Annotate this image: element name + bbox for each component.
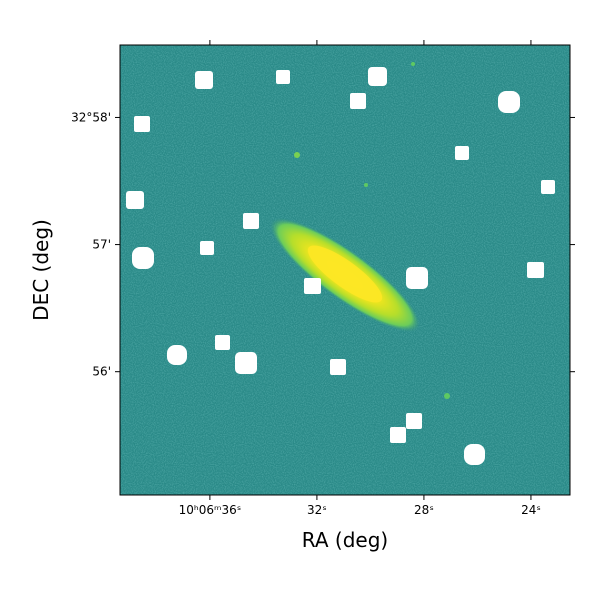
x-axis-label: RA (deg) [302, 528, 388, 552]
image [120, 45, 570, 495]
x-tick-label: 28ˢ [414, 503, 434, 517]
y-tick-label: 32°58' [71, 110, 111, 124]
plot-frame [119, 44, 571, 496]
y-tick-label: 56' [92, 365, 111, 379]
x-tick-label: 24ˢ [521, 503, 541, 517]
y-tick-label: 57' [92, 238, 111, 252]
x-tick-label: 32ˢ [307, 503, 327, 517]
x-tick-label: 10ʰ06ᵐ36ˢ [179, 503, 242, 517]
y-axis-label: DEC (deg) [29, 219, 53, 321]
masks [126, 67, 555, 465]
